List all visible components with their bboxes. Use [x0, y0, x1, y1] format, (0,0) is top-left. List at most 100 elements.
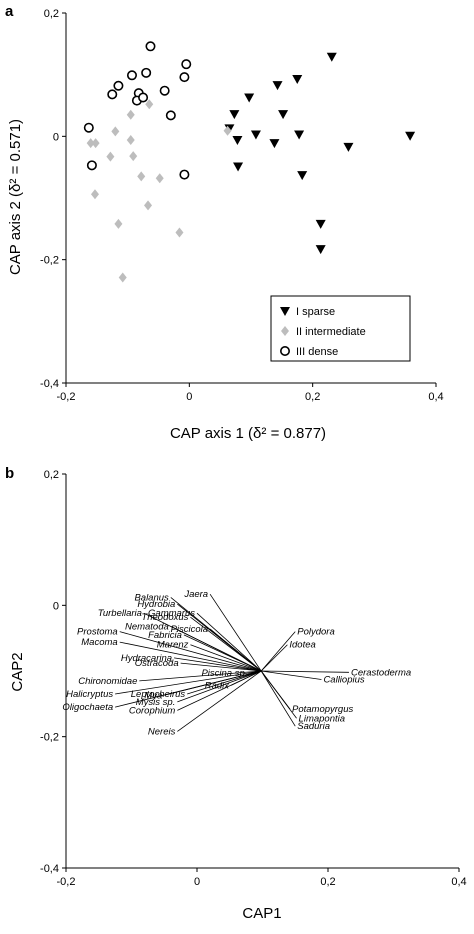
- panel-b-xlabel: CAP1: [242, 905, 281, 922]
- data-point: [315, 245, 326, 255]
- legend-label: I sparse: [296, 306, 335, 318]
- data-point: [141, 67, 152, 78]
- data-point: [272, 81, 283, 91]
- data-point: [118, 272, 127, 283]
- data-point: [244, 93, 255, 103]
- y-tick-label: -0,4: [40, 378, 59, 390]
- legend-box: [270, 295, 411, 362]
- vector-label: Saduria: [297, 721, 330, 732]
- panel-b-ylabel: CAP2: [9, 652, 26, 691]
- legend-marker: [279, 345, 290, 356]
- x-tick-label: 0,2: [320, 876, 335, 888]
- data-point: [181, 59, 192, 70]
- data-point: [83, 122, 94, 133]
- data-point: [106, 151, 115, 162]
- vector-line: [183, 634, 262, 672]
- data-point: [223, 125, 232, 136]
- vector-label: Nereis: [148, 726, 176, 737]
- data-point: [343, 142, 354, 152]
- data-point: [129, 151, 138, 162]
- vector-line: [260, 644, 288, 672]
- vector-line: [209, 593, 262, 672]
- data-point: [138, 92, 149, 103]
- vector-label: Mysis sp.: [136, 697, 176, 708]
- x-tick-label: 0,4: [428, 391, 443, 403]
- vector-label: Calliopius: [323, 675, 364, 686]
- vector-line: [196, 612, 262, 672]
- y-tick-label: 0,2: [44, 469, 59, 481]
- vector-label: Nematoda: [125, 621, 169, 632]
- vector-label: Marenz: [157, 640, 189, 651]
- vector-label: Theodoxus: [141, 612, 188, 623]
- data-point: [269, 139, 280, 149]
- vector-line: [260, 670, 297, 719]
- vector-label: Oligochaeta: [62, 702, 113, 713]
- data-point: [144, 200, 153, 211]
- data-point: [179, 169, 190, 180]
- vector-label: Gammarus: [148, 608, 195, 619]
- vector-line: [260, 670, 296, 727]
- legend-label: III dense: [296, 346, 338, 358]
- data-point: [165, 110, 176, 121]
- data-point: [107, 89, 118, 100]
- panel-b-plot: CAP1 CAP2 -0,2 0 0,2 0,40,20-0,2-0,4 Balanu…: [9, 469, 467, 922]
- x-tick-label: 0: [186, 391, 192, 403]
- vector-label: Mya: [144, 690, 162, 701]
- data-point: [326, 52, 337, 62]
- vector-line: [209, 628, 262, 672]
- vector-label: Piscicola: [171, 624, 209, 635]
- legend-marker: [281, 326, 289, 336]
- vector-label: Polydora: [297, 627, 335, 638]
- data-point: [114, 218, 123, 229]
- vector-line: [261, 670, 349, 673]
- data-point: [86, 138, 95, 149]
- vector-line: [174, 657, 262, 672]
- vector-line: [190, 616, 262, 672]
- vector-label: Jaera: [183, 589, 208, 600]
- y-tick-label: -0,4: [40, 863, 59, 875]
- x-tick-label: -0,2: [57, 876, 76, 888]
- data-point: [294, 130, 305, 140]
- x-tick-label: 0: [194, 876, 200, 888]
- y-tick-label: 0: [53, 600, 59, 612]
- y-tick-label: -0,2: [40, 255, 59, 267]
- vector-line: [115, 670, 262, 695]
- data-point: [90, 189, 99, 200]
- vector-line: [180, 662, 262, 672]
- vector-label: Piscina sp.: [201, 668, 247, 679]
- vector-line: [177, 670, 262, 711]
- data-point: [292, 74, 303, 84]
- y-tick-label: 0: [53, 131, 59, 143]
- vector-label: Potamopyrgus: [292, 704, 354, 715]
- data-point: [159, 85, 170, 96]
- vector-label: Halicryptus: [66, 689, 113, 700]
- data-point: [145, 99, 154, 110]
- data-point: [155, 173, 164, 184]
- data-point: [113, 80, 124, 91]
- vector-line: [190, 644, 262, 672]
- y-tick-label: -0,2: [40, 732, 59, 744]
- x-tick-label: 0,4: [451, 876, 466, 888]
- panel-a-legend: I sparse II intermediate III dense: [270, 295, 411, 362]
- vector-label: Macoma: [81, 637, 117, 648]
- vector-label: Radix: [205, 680, 231, 691]
- vector-line: [187, 670, 262, 695]
- x-tick-label: 0,2: [305, 391, 320, 403]
- data-point: [179, 72, 190, 83]
- vector-label: Ostracoda: [135, 658, 179, 669]
- data-point: [297, 171, 308, 181]
- vector-line: [115, 670, 262, 708]
- data-point: [405, 131, 416, 141]
- data-point: [91, 138, 100, 149]
- vector-line: [261, 670, 322, 680]
- vector-line: [119, 641, 262, 672]
- vector-label: Hydrobia: [137, 599, 175, 610]
- panel-a-plot: CAP axis 1 (δ² = 0.877) CAP axis 2 (δ² =…: [7, 8, 444, 442]
- data-point: [111, 126, 120, 137]
- data-point: [250, 130, 261, 140]
- vector-label: Prostoma: [77, 627, 118, 638]
- vector-label: Chironomidae: [78, 676, 137, 687]
- data-point: [86, 160, 97, 171]
- vector-line: [177, 670, 262, 703]
